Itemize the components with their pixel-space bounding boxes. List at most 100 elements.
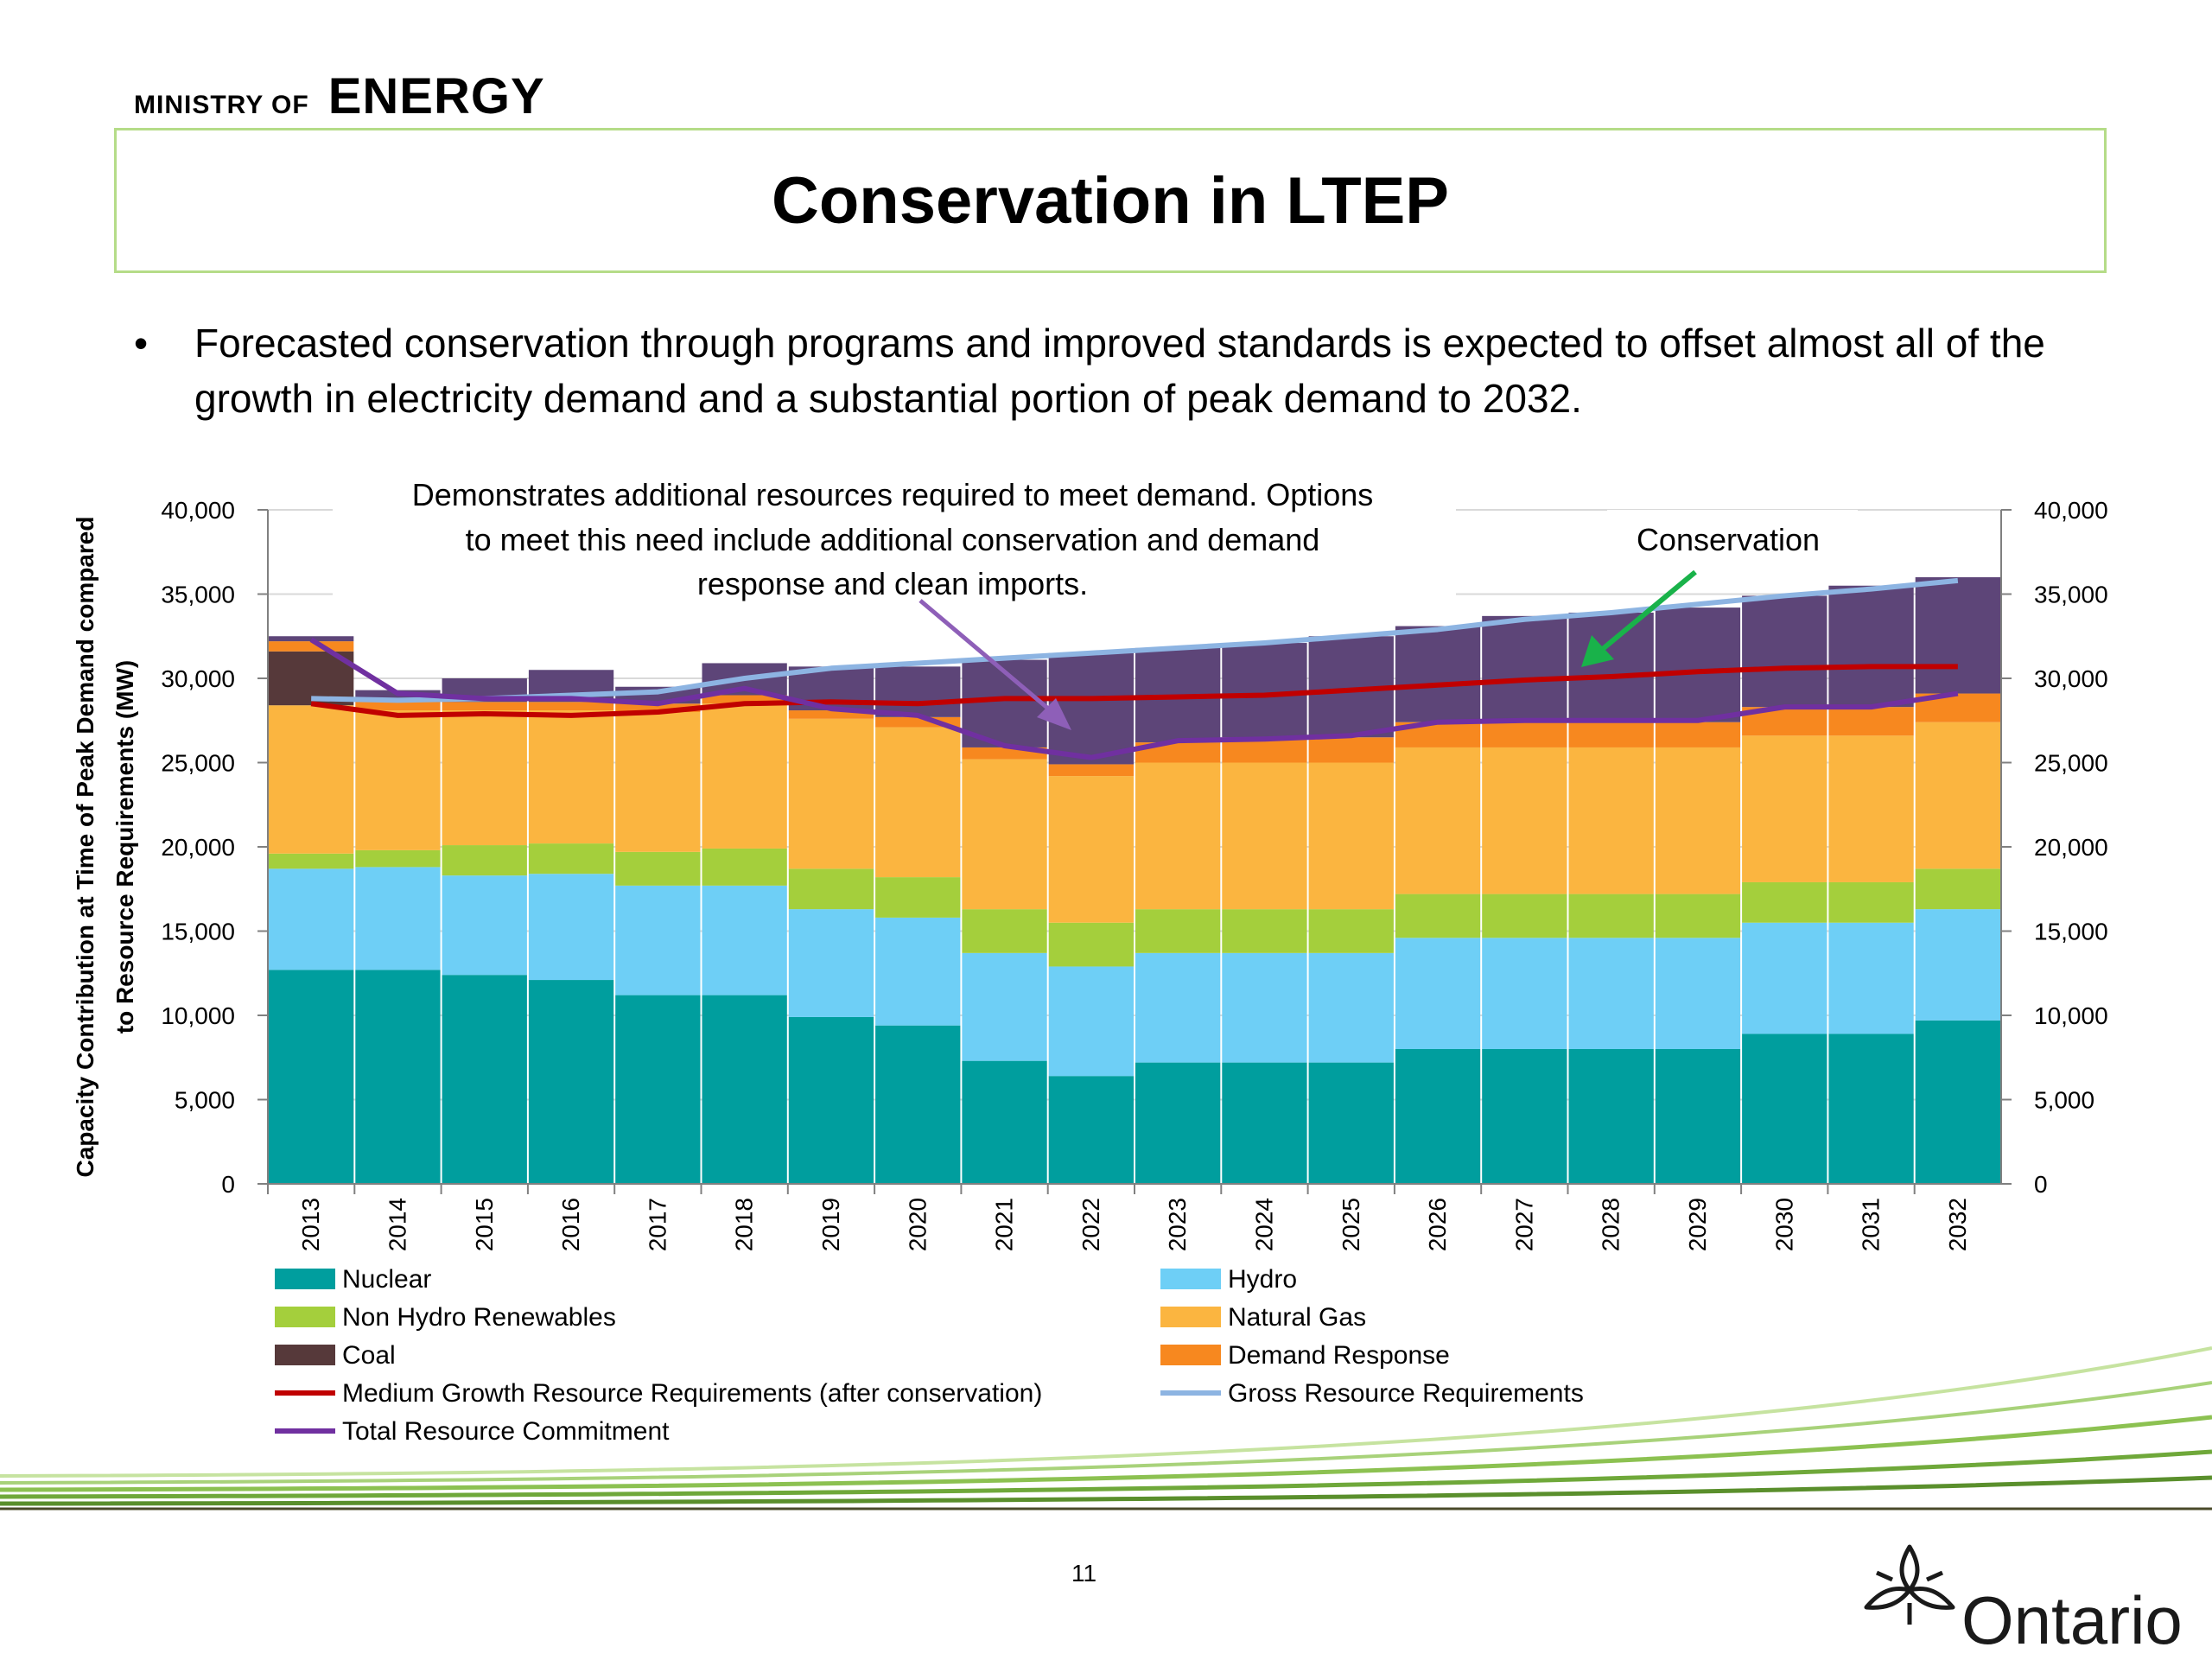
bar-renewables bbox=[1308, 909, 1394, 953]
bar-hydro bbox=[442, 875, 527, 976]
bar-demand_response bbox=[1655, 722, 1741, 747]
y-tick-label-right: 25,000 bbox=[2034, 750, 2108, 777]
y-tick-label-left: 15,000 bbox=[161, 919, 235, 945]
bar-conservation bbox=[1482, 615, 1567, 722]
bar-gas bbox=[1568, 747, 1654, 894]
x-tick-label: 2028 bbox=[1598, 1198, 1624, 1251]
bar-demand_response bbox=[355, 702, 441, 711]
y-tick-label-right: 10,000 bbox=[2034, 1002, 2108, 1029]
annotation-text: response and clean imports. bbox=[697, 566, 1088, 601]
x-tick-label: 2018 bbox=[731, 1198, 758, 1251]
bar-renewables bbox=[442, 845, 527, 876]
annotation-text: Demonstrates additional resources requir… bbox=[412, 477, 1374, 512]
y-tick-label-right: 20,000 bbox=[2034, 834, 2108, 861]
y-tick-label-left: 5,000 bbox=[175, 1087, 235, 1114]
line-gross bbox=[311, 577, 1959, 703]
bar-renewables bbox=[788, 868, 874, 910]
bar-hydro bbox=[1742, 922, 1827, 1034]
bar-conservation bbox=[1395, 626, 1481, 722]
x-tick-label: 2023 bbox=[1164, 1198, 1191, 1251]
y-tick-label-right: 30,000 bbox=[2034, 665, 2108, 692]
bar-gas bbox=[1742, 735, 1827, 882]
bar-conservation bbox=[269, 636, 354, 642]
y-tick-label-right: 35,000 bbox=[2034, 582, 2108, 608]
bar-gas bbox=[1222, 762, 1307, 910]
bar-nuclear bbox=[1568, 1049, 1654, 1184]
title-box: Conservation in LTEP bbox=[114, 128, 2107, 273]
ontario-logo-text: Ontario bbox=[1961, 1582, 2183, 1658]
bullet-point: • Forecasted conservation through progra… bbox=[134, 315, 2121, 426]
bar-hydro bbox=[1308, 952, 1394, 1063]
y-tick-label-left: 10,000 bbox=[161, 1002, 235, 1029]
bar-hydro bbox=[1395, 938, 1481, 1049]
bar-conservation bbox=[1742, 595, 1827, 708]
decorative-swoosh-line bbox=[0, 1415, 2212, 1492]
bar-renewables bbox=[269, 853, 354, 869]
bar-hydro bbox=[1135, 952, 1221, 1063]
x-tick-label: 2025 bbox=[1338, 1198, 1364, 1251]
x-tick-label: 2016 bbox=[557, 1198, 584, 1251]
ministry-of-label: MINISTRY OF bbox=[134, 91, 309, 119]
y-tick-label-right: 15,000 bbox=[2034, 919, 2108, 945]
bar-nuclear bbox=[788, 1016, 874, 1184]
page-number: 11 bbox=[1071, 1560, 1097, 1587]
bar-conservation bbox=[1568, 612, 1654, 722]
y-tick-label-left: 20,000 bbox=[161, 834, 235, 861]
bar-renewables bbox=[875, 877, 961, 918]
bar-nuclear bbox=[1048, 1076, 1134, 1184]
bar-nuclear bbox=[962, 1060, 1047, 1184]
bar-nuclear bbox=[1828, 1034, 1914, 1184]
x-tick-label: 2020 bbox=[904, 1198, 931, 1251]
bar-gas bbox=[702, 703, 787, 849]
bar-demand_response bbox=[788, 710, 874, 719]
bar-renewables bbox=[1222, 909, 1307, 953]
bar-demand_response bbox=[1482, 722, 1567, 747]
y-tick-label-right: 5,000 bbox=[2034, 1087, 2094, 1114]
bar-conservation bbox=[1828, 585, 1914, 708]
decorative-swoosh-line bbox=[0, 1475, 2212, 1506]
bar-conservation bbox=[1655, 607, 1741, 722]
bar-demand_response bbox=[702, 695, 787, 704]
x-tick-label: 2029 bbox=[1684, 1198, 1711, 1251]
legend-label: Gross Resource Requirements bbox=[1228, 1379, 1584, 1408]
bar-gas bbox=[788, 718, 874, 869]
y-tick-label-left: 35,000 bbox=[161, 582, 235, 608]
bar-renewables bbox=[615, 851, 701, 886]
bar-nuclear bbox=[1395, 1049, 1481, 1184]
x-tick-label: 2021 bbox=[991, 1198, 1018, 1251]
bar-gas bbox=[528, 710, 614, 844]
bar-nuclear bbox=[1482, 1049, 1567, 1184]
y-tick-label-left: 30,000 bbox=[161, 665, 235, 692]
legend-label: Demand Response bbox=[1228, 1341, 1450, 1370]
bar-nuclear bbox=[1655, 1049, 1741, 1184]
legend-swatch-gas bbox=[1160, 1307, 1221, 1327]
bar-hydro bbox=[528, 874, 614, 981]
bar-hydro bbox=[1655, 938, 1741, 1049]
annotation-text: Conservation bbox=[1637, 522, 1820, 557]
annotation-arrowhead-purple bbox=[1037, 698, 1071, 730]
bar-conservation bbox=[1222, 643, 1307, 738]
x-tick-label: 2013 bbox=[297, 1198, 324, 1251]
decorative-swoosh-line bbox=[0, 1381, 2212, 1485]
bar-nuclear bbox=[1222, 1062, 1307, 1184]
y-tick-label-left: 40,000 bbox=[161, 497, 235, 524]
x-tick-label: 2022 bbox=[1077, 1198, 1104, 1251]
annotation-text: to meet this need include additional con… bbox=[466, 522, 1320, 557]
bar-demand_response bbox=[528, 702, 614, 711]
bar-nuclear bbox=[875, 1025, 961, 1184]
page-title: Conservation in LTEP bbox=[771, 163, 1449, 238]
bar-nuclear bbox=[1742, 1034, 1827, 1184]
x-tick-label: 2032 bbox=[1944, 1198, 1971, 1251]
bar-renewables bbox=[1655, 894, 1741, 938]
bar-demand_response bbox=[1568, 722, 1654, 747]
decorative-swoosh-line bbox=[0, 1346, 2212, 1478]
x-tick-label: 2017 bbox=[644, 1198, 671, 1251]
bar-gas bbox=[1482, 747, 1567, 894]
annotation-arrow-purple bbox=[918, 599, 1060, 719]
x-tick-label: 2031 bbox=[1858, 1198, 1885, 1251]
bar-hydro bbox=[1828, 922, 1914, 1034]
annotation-arrow-green bbox=[1597, 569, 1697, 655]
bar-renewables bbox=[1568, 894, 1654, 938]
bar-demand_response bbox=[442, 702, 527, 711]
